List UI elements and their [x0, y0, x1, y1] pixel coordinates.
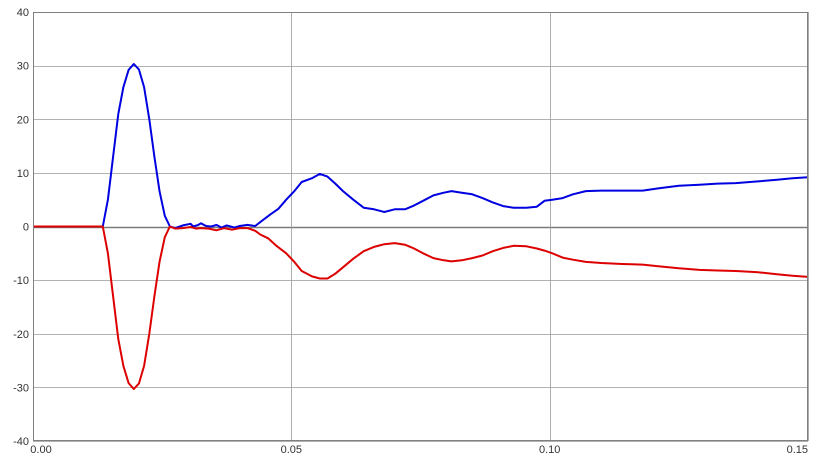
grid-layer	[33, 12, 809, 442]
series-line-red	[33, 225, 809, 390]
x-tick-label: 0.15	[787, 444, 808, 456]
x-tick-label: 0.05	[281, 444, 302, 456]
y-tick-label: -20	[13, 329, 29, 341]
plot-frame	[33, 12, 808, 441]
series-layer	[33, 63, 809, 390]
x-tick-label: 0.00	[30, 444, 51, 456]
y-tick-label: 10	[17, 168, 29, 180]
y-tick-label: 20	[17, 114, 29, 126]
y-tick-label: -30	[13, 382, 29, 394]
y-tick-label: -10	[13, 275, 29, 287]
y-tick-label: 30	[17, 61, 29, 73]
y-tick-label: 0	[23, 222, 29, 234]
x-tick-label: 0.10	[539, 444, 560, 456]
y-tick-label: 40	[17, 7, 29, 19]
axis-layer: 40 30 20 10 0 -10 -20 -30 -400.00 0.05 0.10 0.15	[13, 7, 808, 456]
y-tick-label: -40	[13, 436, 29, 448]
series-line-blue	[33, 63, 809, 230]
